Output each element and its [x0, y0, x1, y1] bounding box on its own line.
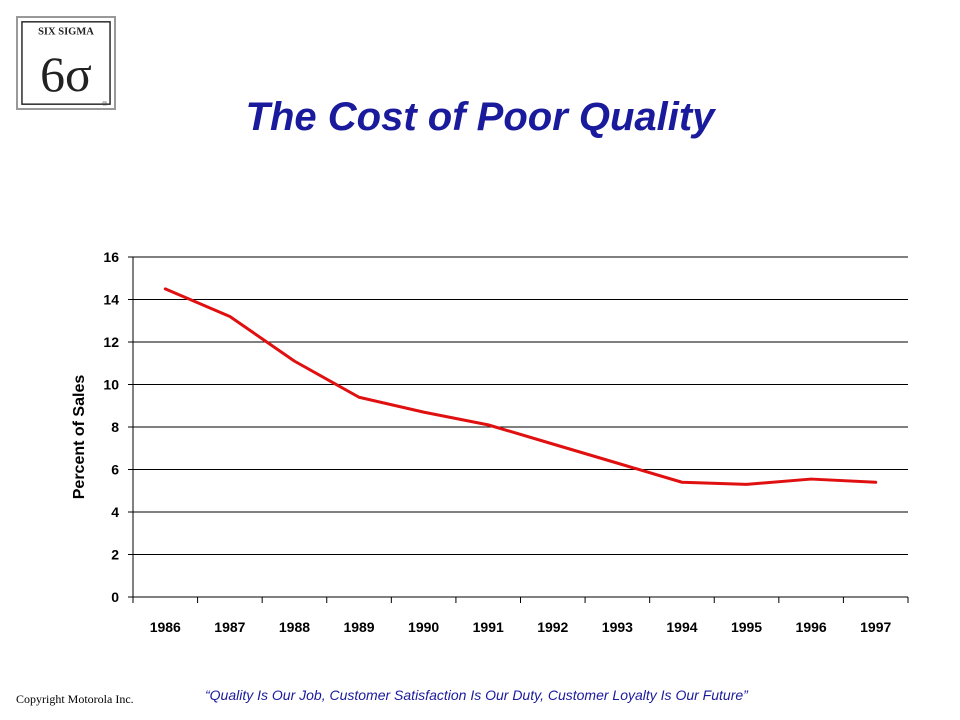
x-tick-label: 1990: [408, 619, 439, 635]
x-tick-label: 1989: [343, 619, 374, 635]
x-tick-label: 1996: [796, 619, 827, 635]
y-tick-label: 16: [103, 249, 119, 265]
x-tick-label: 1986: [150, 619, 181, 635]
x-tick-label: 1994: [666, 619, 697, 635]
x-tick-label: 1997: [860, 619, 891, 635]
x-tick-label: 1987: [214, 619, 245, 635]
y-tick-label: 6: [111, 462, 119, 478]
page-title: The Cost of Poor Quality: [245, 95, 715, 139]
x-tick-label: 1992: [537, 619, 568, 635]
y-tick-label: 8: [111, 419, 119, 435]
six-sigma-logo: SIX SIGMA 6σ ®: [16, 16, 116, 110]
x-tick-label: 1993: [602, 619, 633, 635]
y-tick-label: 4: [111, 504, 119, 520]
y-tick-label: 14: [103, 292, 119, 308]
y-tick-label: 10: [103, 377, 119, 393]
y-tick-label: 0: [111, 589, 119, 605]
x-tick-label: 1995: [731, 619, 762, 635]
motto-text: “Quality Is Our Job, Customer Satisfacti…: [205, 687, 748, 703]
logo-text: SIX SIGMA: [38, 26, 94, 37]
x-tick-label: 1988: [279, 619, 310, 635]
copyright-text: Copyright Motorola Inc.: [16, 692, 134, 706]
y-tick-label: 2: [111, 547, 119, 563]
y-axis-label: Percent of Sales: [71, 375, 88, 500]
series-line: [163, 287, 878, 486]
x-tick-label: 1991: [473, 619, 504, 635]
y-tick-label: 12: [103, 334, 119, 350]
logo-symbol: 6σ: [40, 47, 92, 102]
logo-registered-mark: ®: [102, 100, 107, 108]
